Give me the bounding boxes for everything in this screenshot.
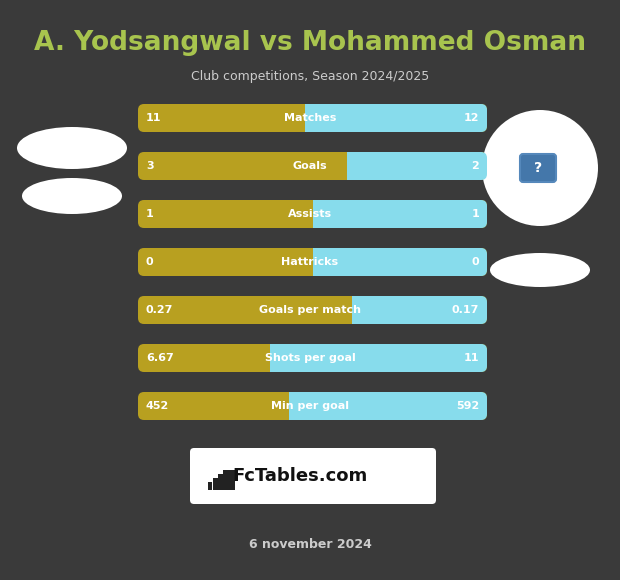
Text: 6.67: 6.67 xyxy=(146,353,174,363)
Text: 6 november 2024: 6 november 2024 xyxy=(249,538,371,552)
FancyBboxPatch shape xyxy=(138,392,487,420)
Ellipse shape xyxy=(22,178,122,214)
Text: 0: 0 xyxy=(146,257,154,267)
Bar xyxy=(218,474,227,490)
Ellipse shape xyxy=(17,127,127,169)
Text: 11: 11 xyxy=(146,113,161,123)
Bar xyxy=(208,482,212,490)
FancyBboxPatch shape xyxy=(520,154,556,182)
Ellipse shape xyxy=(490,253,590,287)
Bar xyxy=(223,470,235,490)
Text: ?: ? xyxy=(534,161,542,175)
Circle shape xyxy=(482,110,598,226)
Text: Goals per match: Goals per match xyxy=(259,305,361,315)
Text: 3: 3 xyxy=(146,161,154,171)
FancyBboxPatch shape xyxy=(347,296,487,324)
FancyBboxPatch shape xyxy=(283,392,487,420)
FancyBboxPatch shape xyxy=(138,152,487,180)
FancyBboxPatch shape xyxy=(138,200,487,228)
Text: Hattricks: Hattricks xyxy=(281,257,339,267)
FancyBboxPatch shape xyxy=(306,248,487,276)
Text: 11: 11 xyxy=(464,353,479,363)
FancyBboxPatch shape xyxy=(306,200,487,228)
Bar xyxy=(213,478,219,490)
FancyBboxPatch shape xyxy=(138,296,487,324)
Text: 2: 2 xyxy=(471,161,479,171)
Text: 452: 452 xyxy=(146,401,169,411)
FancyBboxPatch shape xyxy=(138,104,487,132)
Text: 1: 1 xyxy=(471,209,479,219)
Text: Matches: Matches xyxy=(284,113,336,123)
FancyBboxPatch shape xyxy=(264,344,487,372)
FancyBboxPatch shape xyxy=(138,248,487,276)
Text: 0.17: 0.17 xyxy=(451,305,479,315)
Text: Goals: Goals xyxy=(293,161,327,171)
Text: 1: 1 xyxy=(146,209,154,219)
Text: 0.27: 0.27 xyxy=(146,305,174,315)
Text: Assists: Assists xyxy=(288,209,332,219)
FancyBboxPatch shape xyxy=(299,104,487,132)
Text: Min per goal: Min per goal xyxy=(271,401,349,411)
Text: 12: 12 xyxy=(464,113,479,123)
Text: 592: 592 xyxy=(456,401,479,411)
Text: A. Yodsangwal vs Mohammed Osman: A. Yodsangwal vs Mohammed Osman xyxy=(34,30,586,56)
FancyBboxPatch shape xyxy=(342,152,487,180)
Text: Club competitions, Season 2024/2025: Club competitions, Season 2024/2025 xyxy=(191,70,429,83)
FancyBboxPatch shape xyxy=(138,344,487,372)
Text: FcTables.com: FcTables.com xyxy=(232,467,367,485)
Text: Shots per goal: Shots per goal xyxy=(265,353,355,363)
FancyBboxPatch shape xyxy=(190,448,436,504)
Text: 0: 0 xyxy=(471,257,479,267)
